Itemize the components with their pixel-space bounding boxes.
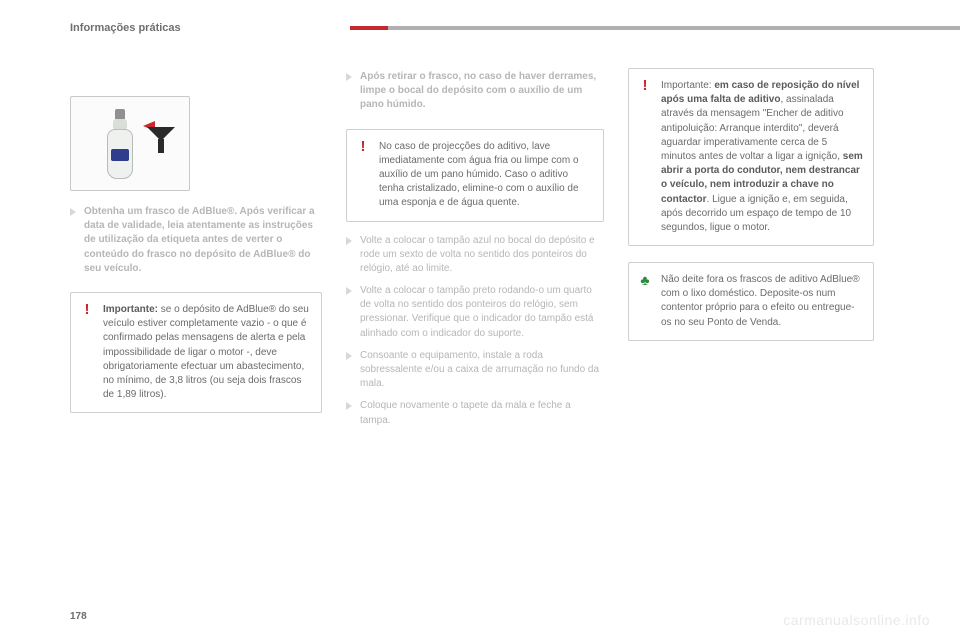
important-callout: ! Importante: em caso de reposição do ní…: [628, 68, 874, 246]
triangle-bullet-icon: [346, 352, 352, 360]
watermark: carmanualsonline.info: [783, 612, 930, 628]
instruction-bullet: Coloque novamente o tapete da mala e fec…: [346, 399, 604, 427]
warning-icon: !: [637, 78, 653, 94]
instruction-text: Obtenha um frasco de AdBlue®. Após verif…: [84, 205, 322, 276]
instruction-bullet: Após retirar o frasco, no caso de haver …: [346, 70, 604, 113]
callout-text: No caso de projecções do aditivo, lave i…: [379, 140, 593, 211]
instruction-bullet: Consoante o equipamento, instale a roda …: [346, 349, 604, 392]
triangle-bullet-icon: [346, 287, 352, 295]
column-left: Obtenha um frasco de AdBlue®. Após verif…: [70, 68, 322, 413]
instruction-bullet: Obtenha um frasco de AdBlue®. Após verif…: [70, 205, 322, 276]
manual-page: Informações práticas Obtenha um frasco d…: [0, 0, 960, 640]
instruction-text: Volte a colocar o tampão azul no bocal d…: [360, 234, 604, 277]
column-middle: Após retirar o frasco, no caso de haver …: [346, 68, 604, 436]
triangle-bullet-icon: [346, 73, 352, 81]
spill-callout: ! No caso de projecções do aditivo, lave…: [346, 129, 604, 222]
instruction-text: Consoante o equipamento, instale a roda …: [360, 349, 604, 392]
triangle-bullet-icon: [70, 208, 76, 216]
instruction-text: Volte a colocar o tampão preto rodando-o…: [360, 284, 604, 341]
warning-icon: !: [355, 139, 371, 155]
three-column-layout: Obtenha um frasco de AdBlue®. Após verif…: [70, 68, 908, 436]
instruction-text: Coloque novamente o tapete da mala e fec…: [360, 399, 604, 427]
funnel-icon: [147, 127, 175, 141]
callout-text: Importante: se o depósito de AdBlue® do …: [103, 303, 311, 402]
callout-text: Não deite fora os frascos de aditivo AdB…: [661, 273, 863, 330]
warning-icon: !: [79, 302, 95, 318]
instruction-bullet: Volte a colocar o tampão preto rodando-o…: [346, 284, 604, 341]
column-right: ! Importante: em caso de reposição do ní…: [628, 68, 874, 341]
important-callout: ! Importante: se o depósito de AdBlue® d…: [70, 292, 322, 413]
callout-lead: Importante:: [103, 304, 161, 315]
callout-text: Importante: em caso de reposição do níve…: [661, 79, 863, 235]
callout-lead: Importante:: [661, 80, 714, 91]
recycle-callout: ♣ Não deite fora os frascos de aditivo A…: [628, 262, 874, 341]
bottle-icon: [105, 109, 135, 179]
instruction-text: Após retirar o frasco, no caso de haver …: [360, 70, 604, 113]
triangle-bullet-icon: [346, 402, 352, 410]
instruction-bullet: Volte a colocar o tampão azul no bocal d…: [346, 234, 604, 277]
adblue-bottle-illustration: [70, 96, 190, 191]
triangle-bullet-icon: [346, 237, 352, 245]
top-rule: [350, 26, 960, 30]
recycle-icon: ♣: [637, 272, 653, 288]
page-number: 178: [70, 611, 87, 622]
callout-body: se o depósito de AdBlue® do seu veículo …: [103, 304, 309, 400]
